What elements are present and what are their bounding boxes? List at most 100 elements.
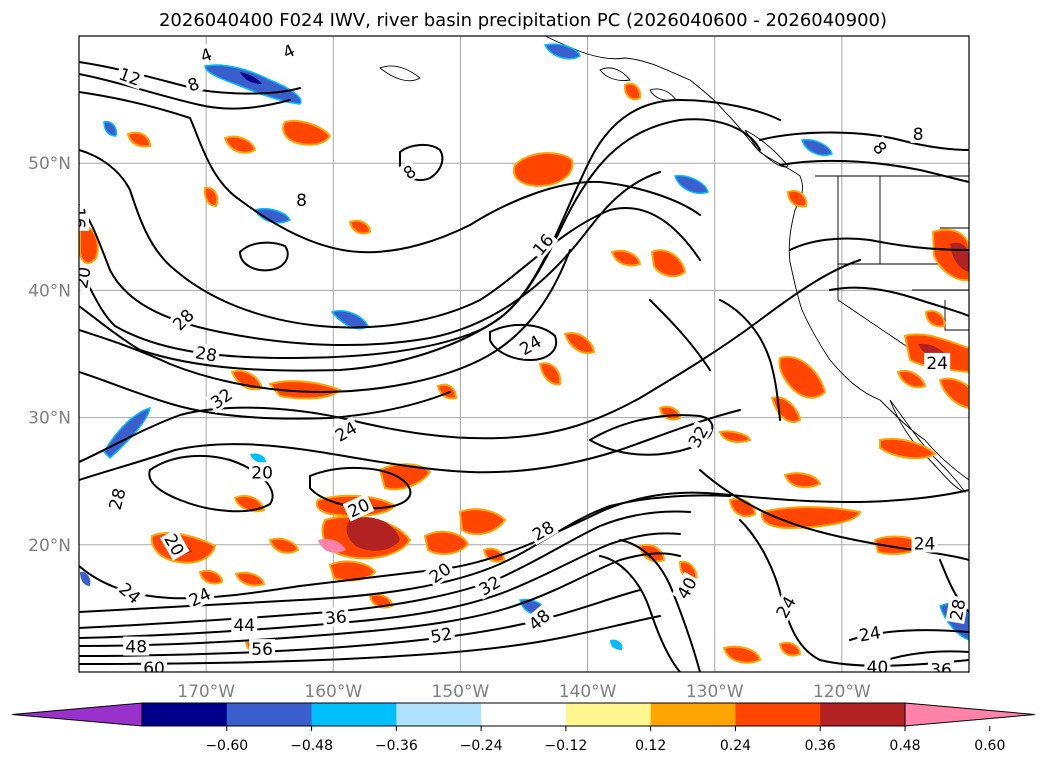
pos-patch [778, 641, 802, 657]
neg-patch [801, 138, 833, 156]
iwv-contour [79, 532, 681, 639]
contour-label: 24 [911, 533, 938, 555]
colorbar-tick-label: −0.24 [460, 738, 503, 754]
neg-patch [330, 310, 369, 330]
contour-label-bg [514, 329, 547, 360]
colorbar-outline [141, 702, 906, 727]
contour-label: 60 [141, 658, 168, 679]
pos-patch [233, 494, 266, 513]
contour-label: 20 [72, 263, 96, 293]
neg-patch [80, 571, 91, 586]
colorbar-tick-label: 0.24 [720, 738, 751, 754]
contour-label-bg [683, 420, 713, 453]
contour-label-bg [397, 159, 421, 184]
contour-label: 12 [114, 62, 146, 91]
state-boundary-3 [837, 264, 913, 351]
state-boundary-4 [912, 227, 969, 331]
contour-label-bg [342, 493, 375, 522]
neg-patch [250, 453, 266, 463]
contour-label-text: 24 [858, 623, 883, 646]
colorbar-swatch [650, 703, 736, 726]
contour-label-bg [249, 462, 276, 482]
contour-label-bg [423, 557, 456, 588]
contour-label-bg [928, 659, 955, 672]
iwv-contour [619, 539, 701, 672]
iwv-contour [829, 286, 969, 317]
contour-label-bg [79, 263, 94, 293]
iwv-contour [79, 409, 741, 481]
iwv-contour [739, 519, 969, 667]
pos-patch [896, 370, 927, 389]
contour-label-bg [526, 515, 559, 546]
contour-label-bg [123, 636, 150, 656]
contour-label-bg [195, 43, 217, 67]
colorbar-swatch [396, 703, 482, 726]
iwv-contour [789, 237, 969, 251]
contour-label-text: 20 [72, 265, 95, 290]
negative-anomaly-patches [80, 43, 969, 650]
lon-tick-label: 120°W [813, 682, 871, 702]
contour-label-bg [104, 483, 130, 514]
lat-tick-label: 50°N [28, 154, 71, 174]
pos-patch [436, 383, 458, 400]
neg-patch [204, 64, 302, 105]
contour-label-bg [855, 621, 885, 645]
iwv-contour [79, 259, 861, 463]
contour-label-bg [911, 533, 938, 553]
contour-label-text: 16 [68, 207, 88, 229]
colorbar-swatch [565, 703, 652, 726]
pos-patch [610, 249, 642, 267]
contour-label-bg [114, 62, 146, 90]
neg-patch [103, 406, 151, 460]
pos-patch [346, 517, 400, 551]
pos-patch [938, 377, 969, 410]
colorbar-tick-label: −0.36 [375, 738, 418, 754]
contour-label: 28 [945, 595, 969, 625]
contour-label-bg [473, 570, 506, 600]
contour-label-text: 20 [251, 463, 273, 483]
pos-patch [423, 530, 470, 555]
contour-label: 8 [910, 123, 926, 145]
contour-label-text: 56 [251, 640, 273, 660]
contour-label-bg [182, 72, 204, 96]
iwv-contour [239, 241, 289, 272]
pos-patch [368, 593, 394, 609]
contour-label-bg [671, 571, 702, 604]
contour-label-bg [231, 614, 258, 634]
lon-tick-label: 160°W [304, 682, 362, 702]
contour-label: 32 [683, 420, 713, 453]
iwv-contour [148, 454, 274, 513]
pos-patch [328, 560, 377, 582]
positive-anomaly-patches [79, 82, 969, 664]
pos-patch [79, 225, 99, 265]
pos-patch [223, 135, 257, 154]
iwv-contour [779, 159, 969, 183]
contour-label-text: 44 [233, 616, 255, 636]
contour-label-bg [924, 352, 951, 372]
contour-label: 36 [322, 606, 350, 629]
lon-tick-label: 170°W [177, 682, 235, 702]
iwv-contour [649, 299, 711, 371]
colorbar-tick-label: 0.36 [805, 738, 836, 754]
contour-label: 40 [864, 656, 891, 672]
iwv-contour [699, 469, 969, 561]
lon-tick-label: 140°W [559, 682, 617, 702]
colorbar [11, 702, 1036, 727]
map-title: 2026040400 F024 IWV, river basin precipi… [159, 10, 887, 31]
contour-label-bg [770, 590, 801, 623]
contour-label-text: 60 [143, 659, 165, 679]
latitude-labels: 50°N 40°N 30°N 20°N [28, 154, 71, 556]
iwv-contour [79, 552, 681, 647]
lon-tick-label: 130°W [686, 682, 744, 702]
contour-label-text: 48 [125, 638, 147, 658]
neg-patch [103, 120, 118, 137]
pos-patch [348, 219, 372, 235]
iwv-contour [79, 91, 701, 254]
iwv-contour [79, 149, 701, 329]
pos-patch [563, 332, 596, 354]
iwv-contour [79, 171, 661, 347]
contour-label: 24 [924, 352, 951, 374]
contour-label-text: 36 [930, 660, 952, 680]
contour-label-bg [160, 528, 190, 561]
